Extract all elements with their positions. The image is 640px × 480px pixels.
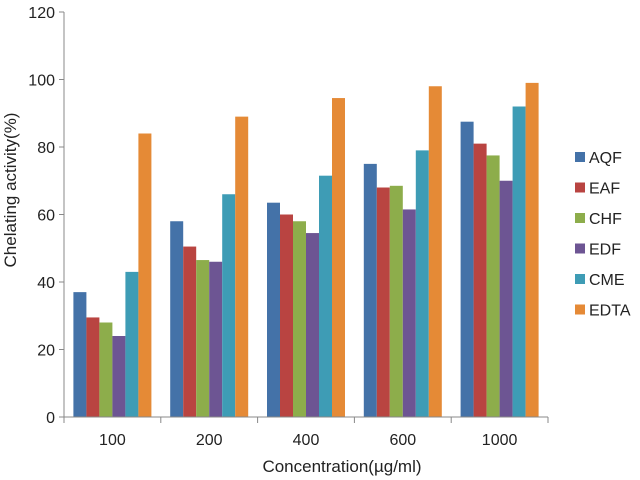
- x-axis-ticks: 100 200 400 600 1000: [63, 417, 549, 449]
- legend: AQF EAF CHF EDF CME EDTA: [575, 150, 631, 320]
- bar-edta-1000: [525, 82, 539, 418]
- y-tick-label: 100: [28, 73, 55, 90]
- bar-chf-600: [389, 185, 403, 417]
- bar-edta-400: [332, 98, 345, 417]
- bar-edta-200: [235, 116, 249, 418]
- legend-label-edta: EDTA: [589, 303, 631, 320]
- y-axis-title: Chelating activity(%): [1, 113, 20, 268]
- bar-aqf-600: [363, 163, 377, 418]
- bar-chf-100: [99, 322, 113, 417]
- bar-aqf-200: [170, 221, 184, 417]
- bar-edf-600: [402, 209, 416, 417]
- bar-chf-1000: [486, 155, 500, 417]
- legend-swatch-cme: [575, 274, 585, 284]
- bars-group: [73, 82, 539, 418]
- bar-aqf-400: [267, 202, 280, 417]
- legend-swatch-aqf: [575, 152, 585, 162]
- bar-cme-1000: [512, 106, 526, 417]
- x-tick-label: 100: [99, 432, 126, 449]
- legend-label-edf: EDF: [589, 242, 621, 259]
- bar-edta-100: [138, 133, 152, 417]
- x-tick-label: 400: [293, 432, 320, 449]
- legend-label-chf: CHF: [589, 211, 622, 228]
- y-tick-label: 0: [46, 410, 55, 427]
- bar-eaf-200: [183, 246, 197, 417]
- x-axis-title: Concentration(µg/ml): [262, 457, 421, 476]
- bar-edf-200: [209, 261, 223, 417]
- y-tick-label: 40: [37, 275, 55, 292]
- bar-cme-400: [319, 175, 332, 417]
- legend-swatch-edf: [575, 243, 585, 254]
- y-axis-ticks: 0 20 40 60 80 100 120: [28, 5, 64, 427]
- bar-edf-400: [306, 233, 319, 417]
- x-tick-label: 1000: [482, 432, 518, 449]
- x-tick-label: 200: [196, 432, 223, 449]
- bar-aqf-1000: [460, 121, 474, 417]
- bar-edf-1000: [499, 180, 513, 417]
- legend-label-eaf: EAF: [589, 181, 620, 198]
- x-tick-label: 600: [389, 432, 416, 449]
- bar-cme-100: [125, 271, 139, 418]
- y-tick-label: 60: [37, 208, 55, 225]
- y-tick-label: 80: [37, 140, 55, 157]
- bar-cme-200: [222, 194, 236, 417]
- bar-chf-400: [293, 221, 306, 417]
- y-tick-label: 20: [37, 343, 55, 360]
- legend-label-aqf: AQF: [589, 150, 622, 167]
- legend-swatch-eaf: [575, 182, 585, 193]
- bar-edta-600: [428, 86, 442, 417]
- bar-chf-200: [196, 260, 210, 417]
- legend-swatch-edta: [575, 304, 585, 315]
- bar-edf-100: [112, 336, 126, 417]
- legend-label-cme: CME: [589, 272, 625, 289]
- legend-swatch-chf: [575, 213, 585, 223]
- bar-cme-600: [415, 150, 429, 418]
- bar-aqf-100: [73, 292, 87, 418]
- bar-eaf-1000: [473, 143, 487, 418]
- bar-eaf-100: [86, 317, 100, 417]
- bar-eaf-400: [280, 214, 293, 417]
- y-tick-label: 120: [28, 5, 55, 22]
- bar-eaf-600: [376, 187, 390, 417]
